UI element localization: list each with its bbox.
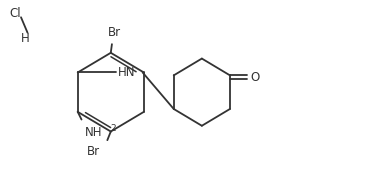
- Text: H: H: [21, 32, 30, 45]
- Text: Br: Br: [87, 145, 100, 158]
- Text: HN: HN: [118, 66, 135, 79]
- Text: Cl: Cl: [10, 7, 21, 20]
- Text: Br: Br: [108, 26, 121, 39]
- Text: NH: NH: [85, 126, 103, 139]
- Text: 2: 2: [110, 124, 116, 133]
- Text: O: O: [250, 71, 259, 84]
